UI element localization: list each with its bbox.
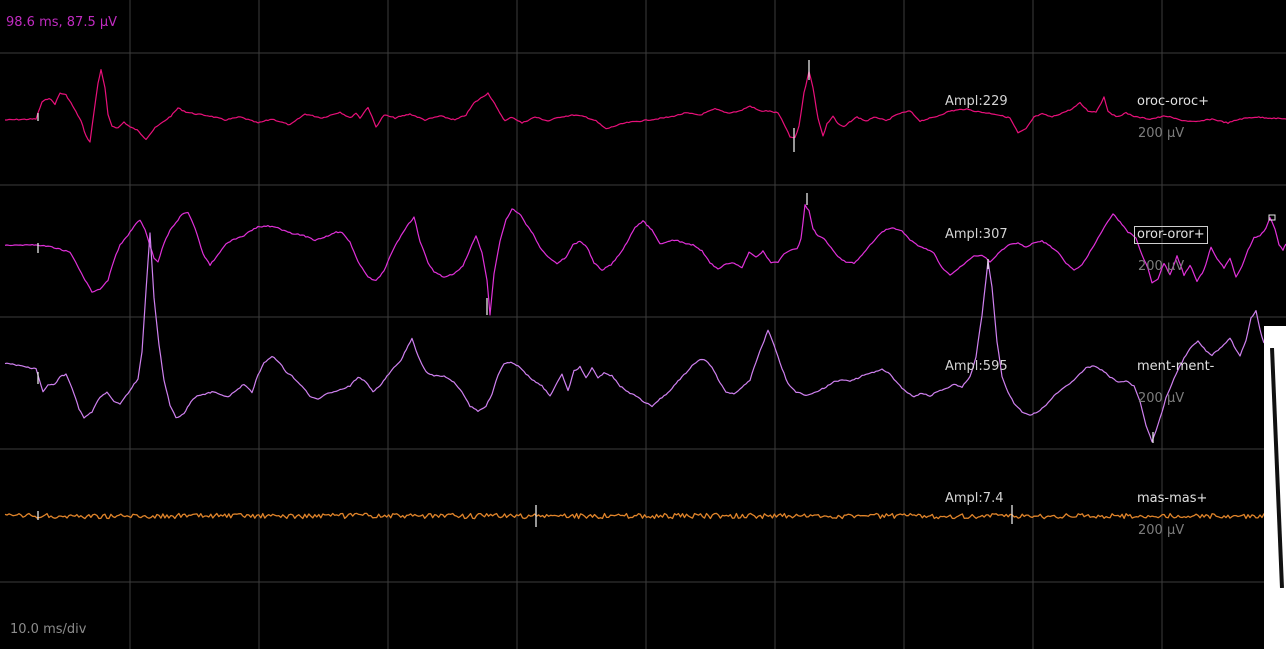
channel-4-amplitude: Ampl:7.4 xyxy=(945,491,1004,506)
selection-square xyxy=(1268,214,1276,221)
channel-1-scale: 200 µV xyxy=(1138,126,1185,141)
channel-4-name[interactable]: mas-mas+ xyxy=(1137,491,1208,506)
waveform-channel-1 xyxy=(5,68,1286,143)
channel-2-scale: 200 µV xyxy=(1138,259,1185,274)
curve-glyph xyxy=(1270,348,1284,588)
channel-3-amplitude: Ampl:595 xyxy=(945,359,1008,374)
channel-2-name[interactable]: oror-oror+ xyxy=(1134,226,1208,244)
timebase-label: 10.0 ms/div xyxy=(10,622,87,637)
waveforms xyxy=(4,68,1286,520)
channel-2-amplitude: Ampl:307 xyxy=(945,227,1008,242)
channel-3-name[interactable]: ment-ment- xyxy=(1137,359,1215,374)
waveform-channel-4 xyxy=(4,512,1286,520)
markers xyxy=(37,60,1276,527)
side-panel xyxy=(1264,326,1286,649)
waveform-channel-3 xyxy=(4,232,1265,443)
channel-4-scale: 200 µV xyxy=(1138,523,1185,538)
channel-3-scale: 200 µV xyxy=(1138,391,1185,406)
channel-1-amplitude: Ampl:229 xyxy=(945,94,1008,109)
channel-1-name[interactable]: oroc-oroc+ xyxy=(1137,94,1210,109)
cursor-readout: 98.6 ms, 87.5 µV xyxy=(6,15,118,30)
waveform-channel-2 xyxy=(4,204,1286,316)
